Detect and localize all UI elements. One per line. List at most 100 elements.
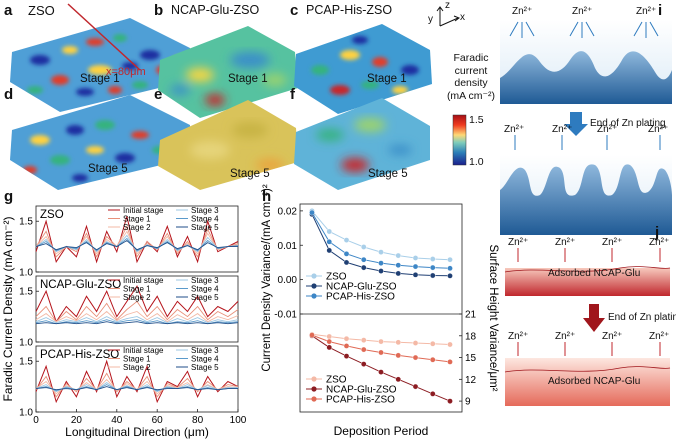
schematic-j [504, 248, 671, 406]
subplot-title: ZSO [40, 209, 64, 221]
cut-label: x=80μm [106, 66, 146, 78]
data-point [395, 352, 402, 359]
zn-ion-label: Zn²⁺ [508, 331, 529, 342]
data-point [429, 256, 436, 262]
zn-ion-label: Zn²⁺ [636, 6, 657, 17]
data-point [447, 256, 453, 263]
cut-line [67, 3, 141, 71]
data-point [378, 249, 384, 255]
data-point [412, 354, 419, 361]
data-point [447, 341, 453, 348]
data-point [326, 338, 333, 345]
legend-label: Stage 3 [191, 346, 219, 355]
data-point [395, 252, 402, 259]
data-point [447, 398, 453, 404]
data-point [395, 270, 402, 277]
legend-label: Stage 5 [191, 293, 219, 302]
chart-h: -0.010.000.010.02912151821ZSONCAP-Glu-ZS… [261, 184, 499, 438]
legend-label: Initial stage [123, 276, 164, 285]
series-line-stage-5 [35, 386, 238, 391]
legend-label: Stage 1 [123, 215, 151, 224]
subplot-frame [35, 275, 239, 343]
stage-label-d: Stage 5 [88, 163, 128, 175]
y-tick-label: 0.00 [278, 275, 298, 286]
y-tick-label: 0.02 [278, 206, 298, 217]
zn-ion-label: Zn²⁺ [552, 124, 573, 135]
axis-z-label: z [445, 0, 450, 11]
panel-label-b: b [154, 2, 164, 19]
legend-label: PCAP-His-ZSO [326, 292, 395, 303]
title-b: NCAP-Glu-ZSO [171, 3, 260, 17]
legend-label: ZSO [326, 375, 347, 386]
series-line-stage-1 [35, 300, 239, 323]
zn-ion-label: Zn²⁺ [555, 331, 576, 342]
legend-label: Stage 1 [123, 285, 151, 294]
data-point [429, 272, 436, 279]
data-point [326, 239, 333, 245]
data-point [360, 264, 367, 271]
colorbar [452, 114, 467, 166]
legend-label: Stage 2 [123, 293, 151, 302]
x-tick-label: 40 [111, 415, 123, 426]
panel-label-g: g [4, 188, 14, 205]
legend-label: PCAP-His-ZSO [326, 395, 395, 406]
legend-label: Stage 5 [191, 223, 219, 232]
y-tick-label: 1.5 [19, 357, 33, 368]
y-tick-label: -0.01 [274, 310, 297, 321]
y-tick-label: 0.01 [278, 241, 298, 252]
transition-label-i: End of Zn plating [590, 118, 666, 129]
colorbar-title-line3: density [454, 77, 488, 89]
data-point [343, 259, 350, 266]
zn-ion-label: Zn²⁺ [572, 6, 593, 17]
panel-label-e: e [154, 86, 163, 103]
series-line-stage-4 [35, 319, 239, 325]
y-tick-label: 9 [465, 397, 471, 408]
series-line-stage-5 [35, 321, 239, 325]
legend-label: Stage 3 [191, 206, 219, 215]
data-point [429, 356, 436, 363]
zn-ion-label: Zn²⁺ [508, 237, 529, 248]
panel-label-a: a [4, 2, 13, 19]
legend-label: Stage 4 [191, 285, 219, 294]
data-point [412, 263, 419, 270]
data-point [412, 255, 419, 261]
adsorbed-layer-label: Adsorbed NCAP-Glu [548, 376, 641, 387]
data-point [360, 244, 367, 250]
data-point [343, 251, 350, 257]
x-axis-label: Longitudinal Direction (μm) [65, 425, 209, 439]
zn-ion-label: Zn²⁺ [602, 331, 623, 342]
data-point [343, 343, 350, 349]
data-point [326, 333, 333, 340]
series-line-initial-stage [35, 216, 239, 264]
y-tick-label: 21 [465, 310, 477, 321]
data-point [447, 265, 453, 272]
subplot-title: PCAP-His-ZSO [40, 349, 119, 361]
series-line-stage-2 [35, 310, 239, 323]
legend-marker [311, 396, 317, 402]
legend-label: Stage 5 [191, 363, 219, 372]
zn-ion-label: Zn²⁺ [602, 237, 623, 248]
panel-label-c: c [290, 2, 299, 19]
data-point [378, 349, 384, 356]
data-point [326, 247, 333, 254]
legend-marker [311, 386, 317, 392]
panel-label-d: d [4, 86, 14, 103]
zn-ion-label: Zn²⁺ [597, 124, 618, 135]
y-tick-label: 18 [465, 331, 477, 342]
series-line-stage-5 [35, 239, 238, 251]
colorbar-title-line2: current [454, 64, 488, 77]
data-point [378, 268, 384, 274]
data-point [309, 209, 315, 216]
legend-marker [311, 293, 317, 299]
y-tick-label: 1.0 [19, 268, 33, 279]
series-line-initial-stage [35, 285, 239, 323]
y-tick-label: 1.5 [19, 217, 33, 228]
zn-ion-label: Zn²⁺ [649, 237, 670, 248]
x-tick-label: 100 [230, 415, 247, 426]
colorbar-max: 1.5 [469, 114, 484, 126]
zn-ion-label: Zn²⁺ [648, 124, 669, 135]
legend-label: Initial stage [123, 346, 164, 355]
series-line-stage-4 [35, 237, 239, 252]
data-point [378, 338, 384, 345]
